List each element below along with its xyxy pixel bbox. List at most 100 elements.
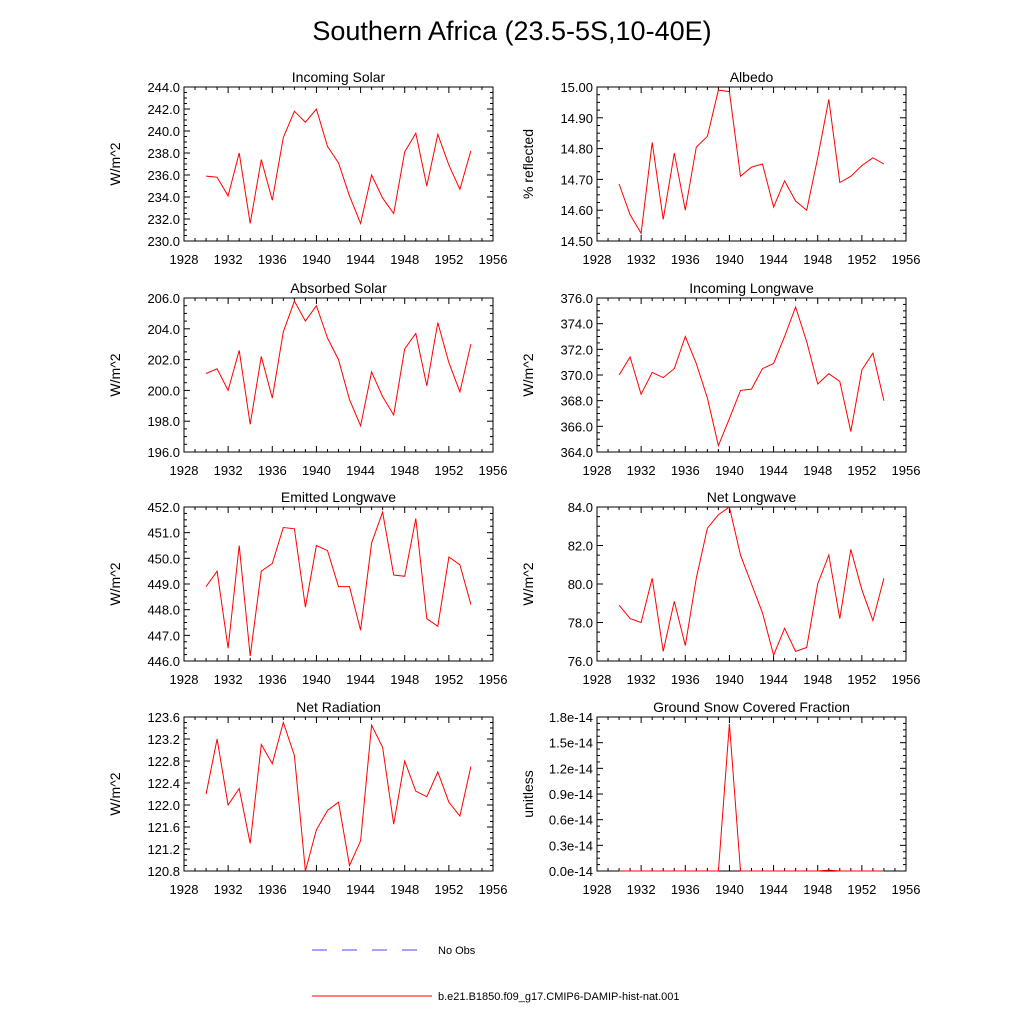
x-tick-label: 1952: [847, 882, 876, 897]
y-axis-label: % reflected: [520, 129, 536, 199]
y-axis-label: W/m^2: [520, 353, 536, 396]
y-tick-label: 372.0: [560, 342, 593, 357]
y-axis-label: W/m^2: [520, 562, 536, 605]
y-tick-label: 80.0: [568, 577, 593, 592]
y-tick-label: 238.0: [147, 146, 180, 161]
x-tick-label: 1932: [627, 252, 656, 267]
y-tick-label: 82.0: [568, 539, 593, 554]
plot-frame: [183, 297, 494, 453]
x-tick-label: 1936: [258, 882, 287, 897]
y-tick-label: 204.0: [147, 322, 180, 337]
y-tick-label: 0.6e-14: [549, 813, 593, 828]
x-tick-label: 1944: [759, 252, 788, 267]
panel-grid: Incoming Solar W/m^2 1928 1932 1936 1940 1944 1…: [107, 69, 920, 897]
y-tick-label: 202.0: [147, 353, 180, 368]
x-tick-label: 1952: [434, 252, 463, 267]
x-tick-label: 1956: [479, 463, 508, 478]
y-axis-label: W/m^2: [107, 772, 123, 815]
series-line: [206, 107, 472, 226]
x-tick-label: 1952: [847, 252, 876, 267]
x-tick-label: 1928: [170, 882, 199, 897]
panel: Net Radiation W/m^2 1928 1932 1936 1940 1944 19…: [107, 699, 507, 897]
x-tick-label: 1952: [847, 672, 876, 687]
x-tick-label: 1952: [847, 463, 876, 478]
panel: Ground Snow Covered Fraction unitless 1928…: [520, 699, 920, 897]
y-tick-label: 0.9e-14: [549, 787, 593, 802]
series-line: [618, 89, 885, 235]
panel-title: Absorbed Solar: [290, 280, 387, 296]
x-tick-label: 1944: [759, 882, 788, 897]
y-tick-label: 448.0: [147, 603, 180, 618]
y-tick-label: 78.0: [568, 616, 593, 631]
x-tick-label: 1948: [803, 463, 832, 478]
panel: Emitted Longwave W/m^2 1928 1932 1936 1940 194…: [107, 489, 507, 687]
x-tick-label: 1932: [214, 252, 243, 267]
panel: Net Longwave W/m^2 1928 1932 1936 1940 1944 194…: [520, 489, 920, 687]
x-tick-label: 1940: [715, 882, 744, 897]
x-tick-label: 1948: [390, 882, 419, 897]
x-tick-label: 1956: [479, 882, 508, 897]
x-tick-label: 1948: [390, 463, 419, 478]
x-tick-label: 1932: [627, 672, 656, 687]
y-tick-label: 122.8: [147, 754, 180, 769]
y-tick-label: 450.0: [147, 551, 180, 566]
y-tick-label: 376.0: [560, 291, 593, 306]
x-tick-label: 1952: [434, 882, 463, 897]
x-tick-label: 1936: [671, 672, 700, 687]
y-tick-label: 14.70: [560, 172, 593, 187]
y-tick-label: 200.0: [147, 383, 180, 398]
legend-model-label: b.e21.B1850.f09_g17.CMIP6-DAMIP-hist-nat…: [438, 991, 680, 1003]
y-tick-label: 449.0: [147, 577, 180, 592]
y-tick-label: 14.50: [560, 234, 593, 249]
panel-title: Incoming Solar: [292, 69, 386, 85]
x-tick-label: 1940: [715, 252, 744, 267]
x-tick-label: 1928: [583, 463, 612, 478]
series-line: [618, 506, 885, 657]
y-tick-label: 14.90: [560, 111, 593, 126]
y-tick-label: 121.6: [147, 820, 180, 835]
x-tick-label: 1956: [892, 882, 921, 897]
y-tick-label: 230.0: [147, 234, 180, 249]
y-tick-label: 0.3e-14: [549, 838, 593, 853]
y-tick-label: 1.2e-14: [549, 761, 593, 776]
series-line: [205, 510, 472, 656]
x-tick-label: 1932: [627, 882, 656, 897]
x-tick-label: 1940: [302, 252, 331, 267]
plot-frame: [183, 716, 494, 872]
x-tick-label: 1948: [390, 252, 419, 267]
x-tick-label: 1928: [583, 672, 612, 687]
y-tick-label: 14.80: [560, 142, 593, 157]
y-tick-label: 452.0: [147, 500, 180, 515]
legend: No Obs b.e21.B1850.f09_g17.CMIP6-DAMIP-h…: [312, 945, 680, 1003]
x-tick-label: 1940: [302, 672, 331, 687]
y-tick-label: 0.0e-14: [549, 864, 593, 879]
y-tick-label: 451.0: [147, 526, 180, 541]
x-tick-label: 1944: [759, 463, 788, 478]
y-tick-label: 234.0: [147, 190, 180, 205]
series-line: [205, 299, 472, 428]
x-tick-label: 1956: [892, 672, 921, 687]
x-tick-label: 1948: [803, 252, 832, 267]
x-tick-label: 1940: [715, 463, 744, 478]
y-tick-label: 368.0: [560, 394, 593, 409]
x-tick-label: 1928: [583, 882, 612, 897]
x-tick-label: 1936: [671, 463, 700, 478]
series-line: [619, 723, 884, 872]
y-tick-label: 122.4: [147, 776, 180, 791]
panel: Albedo % reflected 1928 1932 1936 1940 1944 194…: [520, 69, 920, 267]
panel-title: Albedo: [730, 69, 774, 85]
y-tick-label: 196.0: [147, 445, 180, 460]
y-tick-label: 123.2: [147, 732, 180, 747]
y-tick-label: 244.0: [147, 80, 180, 95]
y-tick-label: 374.0: [560, 317, 593, 332]
y-tick-label: 447.0: [147, 628, 180, 643]
x-tick-label: 1928: [583, 252, 612, 267]
x-tick-label: 1952: [434, 463, 463, 478]
x-tick-label: 1948: [803, 672, 832, 687]
y-tick-label: 121.2: [147, 842, 180, 857]
y-tick-label: 366.0: [560, 419, 593, 434]
x-tick-label: 1936: [258, 672, 287, 687]
y-tick-label: 1.8e-14: [549, 710, 593, 725]
y-axis-label: W/m^2: [107, 562, 123, 605]
legend-obs-label: No Obs: [438, 945, 476, 957]
